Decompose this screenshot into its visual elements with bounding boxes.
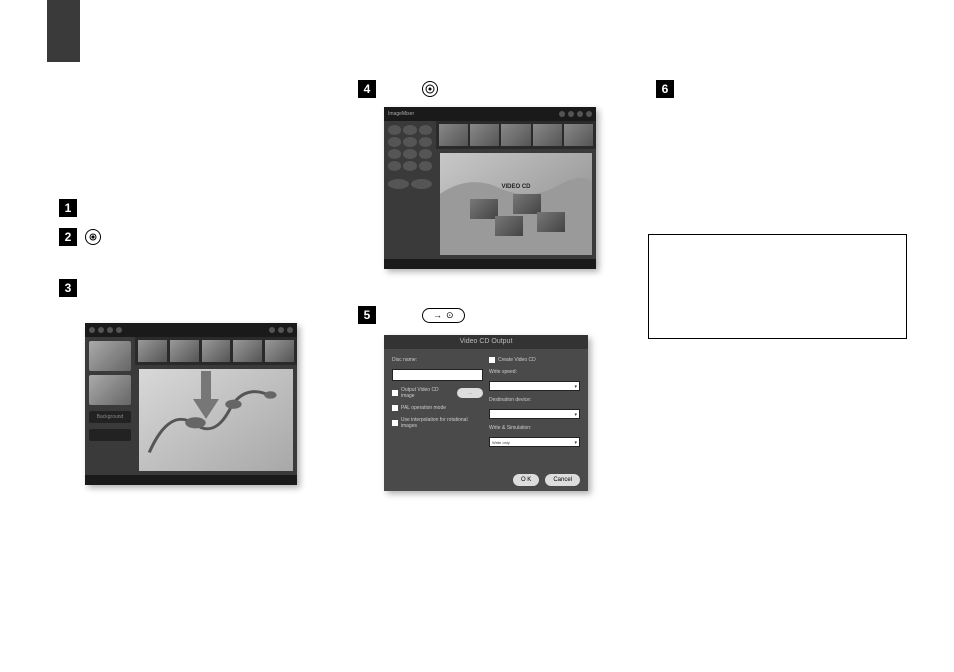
destination-label: Destination device: [489, 397, 580, 403]
clip-thumb[interactable] [202, 340, 231, 362]
output-image-checkbox[interactable]: Output Video CD image [392, 387, 453, 399]
arrow-icon: → [433, 310, 442, 320]
clip-thumb[interactable] [265, 340, 294, 362]
dialog-title: Video CD Output [384, 335, 588, 349]
filmstrip [135, 337, 297, 365]
keypad-key[interactable] [388, 161, 401, 171]
interpolation-checkbox[interactable]: Use interpolation for rotational images [392, 417, 483, 429]
keypad-key[interactable] [403, 149, 416, 159]
menu-thumb[interactable] [537, 212, 565, 232]
ok-button[interactable]: O K [513, 474, 539, 486]
browse-button[interactable]: ... [457, 388, 483, 398]
app-titlebar [85, 323, 297, 337]
clip-thumb[interactable] [533, 124, 562, 146]
step-5-marker: 5 [358, 306, 376, 324]
sidebar-thumb[interactable] [89, 341, 131, 371]
keypad-key[interactable] [388, 149, 401, 159]
step-6-marker: 6 [656, 80, 674, 98]
create-vcd-checkbox[interactable]: Create Video CD [489, 357, 580, 363]
step-2-marker: 2 [59, 228, 77, 246]
disc-name-label: Disc name: [392, 357, 483, 363]
clip-thumb[interactable] [138, 340, 167, 362]
keypad-key[interactable] [388, 125, 401, 135]
clip-thumb[interactable] [170, 340, 199, 362]
sidebar-panel: Background [85, 337, 135, 475]
drag-arrow-icon [191, 371, 221, 421]
control-key[interactable] [388, 179, 409, 189]
keypad-key[interactable] [403, 137, 416, 147]
screenshot-menu-preview: ImageMixer [384, 107, 596, 269]
output-pill-button[interactable]: → ⊙ [422, 308, 465, 323]
clip-thumb[interactable] [501, 124, 530, 146]
menu-thumb[interactable] [513, 194, 541, 214]
movie-icon [85, 229, 101, 245]
step-1-marker: 1 [59, 199, 77, 217]
keypad-key[interactable] [388, 137, 401, 147]
menu-thumb[interactable] [495, 216, 523, 236]
clip-thumb[interactable] [564, 124, 593, 146]
keypad-key[interactable] [403, 125, 416, 135]
sidebar-button[interactable] [89, 429, 131, 441]
app-titlebar: ImageMixer [384, 107, 596, 121]
step-3-marker: 3 [59, 279, 77, 297]
clip-thumb[interactable] [439, 124, 468, 146]
keypad-key[interactable] [419, 161, 432, 171]
keypad-panel [384, 121, 436, 259]
page-corner-block [47, 0, 80, 62]
keypad-key[interactable] [403, 161, 416, 171]
preview-icon [422, 81, 438, 97]
pal-checkbox[interactable]: PAL operation mode [392, 405, 483, 411]
status-bar [85, 475, 297, 485]
status-bar [384, 259, 596, 269]
disc-icon: ⊙ [446, 310, 454, 321]
step-4-marker: 4 [358, 80, 376, 98]
filmstrip [436, 121, 596, 149]
control-key[interactable] [411, 179, 432, 189]
write-sim-label: Write & Simulation: [489, 425, 580, 431]
keypad-key[interactable] [419, 125, 432, 135]
keypad-key[interactable] [419, 149, 432, 159]
screenshot-layout-editor: Background [85, 323, 297, 485]
write-sim-select[interactable]: Write only [489, 437, 580, 447]
disc-name-input[interactable] [392, 369, 483, 381]
screenshot-output-dialog: Video CD Output Disc name: Output Video … [384, 335, 588, 491]
menu-preview-canvas[interactable]: VIDEO CD [440, 153, 592, 255]
destination-select[interactable] [489, 409, 580, 419]
write-speed-label: Write speed: [489, 369, 580, 375]
app-title: ImageMixer [388, 111, 414, 117]
note-box [648, 234, 907, 339]
cancel-button[interactable]: Cancel [545, 474, 580, 486]
write-speed-select[interactable] [489, 381, 580, 391]
keypad-key[interactable] [419, 137, 432, 147]
menu-title-label: VIDEO CD [440, 184, 592, 190]
clip-thumb[interactable] [233, 340, 262, 362]
background-button[interactable]: Background [89, 411, 131, 423]
clip-thumb[interactable] [470, 124, 499, 146]
sidebar-thumb[interactable] [89, 375, 131, 405]
